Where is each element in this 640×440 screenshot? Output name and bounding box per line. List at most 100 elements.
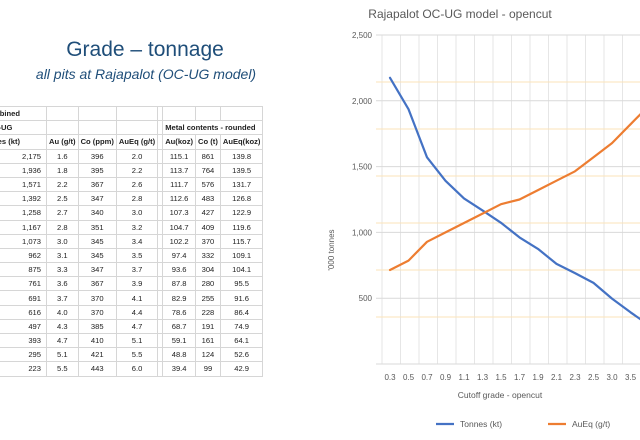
table-header-row: nes (kt)Au (g/t)Co (ppm)AuEq (g/t)Au(koz…	[0, 134, 264, 150]
table-cell: 385	[77, 318, 117, 335]
table-cell: 2.5	[46, 191, 79, 207]
table-cell: 52.6	[219, 347, 264, 363]
table-cell: 393	[0, 332, 47, 349]
table-cell: 764	[195, 162, 221, 178]
y-tick-label: 1,500	[352, 163, 373, 172]
chart-gridlines	[376, 34, 640, 365]
slide-title: Grade – tonnage	[66, 38, 224, 61]
table-cell: 102.2	[162, 233, 197, 249]
table-cell: 4.7	[46, 332, 79, 349]
y-tick-label: 2,500	[352, 31, 373, 40]
legend-label: Tonnes (kt)	[460, 419, 502, 429]
table-cell: 74.9	[219, 318, 264, 335]
table-cell: 2,175	[0, 148, 47, 164]
table-cell: 370	[77, 290, 117, 306]
table-cell: 1.8	[46, 162, 79, 178]
table-cell: 97.4	[162, 247, 197, 264]
table-cell: 64.1	[219, 332, 264, 349]
table-cell: 3.0	[115, 205, 159, 221]
table-cell: 59.1	[162, 332, 197, 349]
x-tick-label: 3.5	[625, 373, 637, 382]
table-cell: 1,167	[0, 219, 47, 235]
table-cell: 1,571	[0, 176, 47, 193]
table-cell: 3.0	[46, 233, 79, 249]
table-cell: 347	[77, 191, 117, 207]
table-cell: 280	[195, 276, 221, 292]
x-tick-label: 3.0	[606, 373, 618, 382]
table-cell	[77, 105, 117, 122]
table-cell: 367	[77, 176, 117, 193]
table-cell: 691	[0, 290, 47, 306]
table-cell: 421	[77, 347, 117, 363]
table-cell: AuEq (g/t)	[115, 134, 159, 150]
table-cell: 370	[195, 233, 221, 249]
table-cell	[195, 105, 221, 122]
table-row: 497 4.3 385 4.7 68.7 191 74.9	[0, 318, 264, 335]
x-tick-label: 1.3	[477, 373, 489, 382]
table-row: 1,392 2.5 347 2.8 112.6 483 126.8	[0, 191, 264, 207]
table-cell: Co (ppm)	[77, 134, 117, 150]
table-cell: 396	[77, 148, 117, 164]
table-cell: 295	[0, 347, 47, 363]
table-cell: 82.9	[162, 290, 197, 306]
table-cell: 87.8	[162, 276, 197, 292]
table-cell: Au(koz)	[162, 134, 197, 150]
table-row: 875 3.3 347 3.7 93.6 304 104.1	[0, 262, 264, 278]
x-tick-label: 0.5	[403, 373, 415, 382]
table-cell: 304	[195, 262, 221, 278]
table-cell: 3.5	[115, 247, 159, 264]
table-cell: 2.2	[46, 176, 79, 193]
table-cell: 367	[77, 276, 117, 292]
y-axis-label: '000 tonnes	[327, 229, 336, 270]
table-cell: 3.7	[46, 290, 79, 306]
table-cell: 5.5	[115, 347, 159, 363]
table-cell: Metal contents - rounded	[162, 120, 264, 136]
table-cell: 95.5	[219, 276, 264, 292]
table-cell: 345	[77, 247, 117, 264]
table-cell: 761	[0, 276, 47, 292]
legend-label: AuEq (g/t)	[572, 419, 610, 429]
table-cell: 1,936	[0, 162, 47, 178]
table-cell: 2.7	[46, 205, 79, 221]
table-cell: 191	[195, 318, 221, 335]
table-cell: 119.6	[219, 219, 264, 235]
table-cell: 483	[195, 191, 221, 207]
table-cell	[77, 120, 117, 136]
table-cell: 410	[77, 332, 117, 349]
table-row: 1,258 2.7 340 3.0 107.3 427 122.9	[0, 205, 264, 221]
table-cell: 2.8	[46, 219, 79, 235]
table-cell: 875	[0, 262, 47, 278]
table-cell: mbined	[0, 105, 47, 122]
table-cell	[115, 120, 159, 136]
table-cell: 1,392	[0, 191, 47, 207]
x-tick-label: 0.7	[421, 373, 433, 382]
table-cell: 111.7	[162, 176, 197, 193]
table-cell: 2.2	[115, 162, 159, 178]
series-line	[388, 113, 640, 272]
table-cell	[157, 162, 164, 178]
table-row: 616 4.0 370 4.4 78.6 228 86.4	[0, 304, 264, 320]
table-cell: 78.6	[162, 304, 197, 320]
x-tick-label: 1.7	[514, 373, 526, 382]
table-cell: 4.4	[115, 304, 159, 320]
table-cell: 99	[195, 361, 221, 377]
table-cell: 104.7	[162, 219, 197, 235]
table-cell: 4.0	[46, 304, 79, 320]
table-cell: 122.9	[219, 205, 264, 221]
table-cell: 3.1	[46, 247, 79, 264]
y-tick-label: 1,000	[352, 228, 373, 237]
table-cell: 255	[195, 290, 221, 306]
table-row: 2,175 1.6 396 2.0 115.1 861 139.8	[0, 148, 264, 164]
table-cell: 2.0	[115, 148, 159, 164]
table-cell: 3.6	[46, 276, 79, 292]
table-cell	[157, 219, 164, 235]
table-cell: 112.6	[162, 191, 197, 207]
chart-title: Rajapalot OC-UG model - opencut	[368, 7, 552, 21]
table-cell: 39.4	[162, 361, 197, 377]
y-tick-label: 500	[359, 294, 373, 303]
x-tick-label: 2.5	[588, 373, 600, 382]
table-cell: AuEq(koz)	[219, 134, 264, 150]
table-cell: 340	[77, 205, 117, 221]
table-cell: 5.5	[46, 361, 79, 377]
table-row: 1,073 3.0 345 3.4 102.2 370 115.7	[0, 233, 264, 249]
